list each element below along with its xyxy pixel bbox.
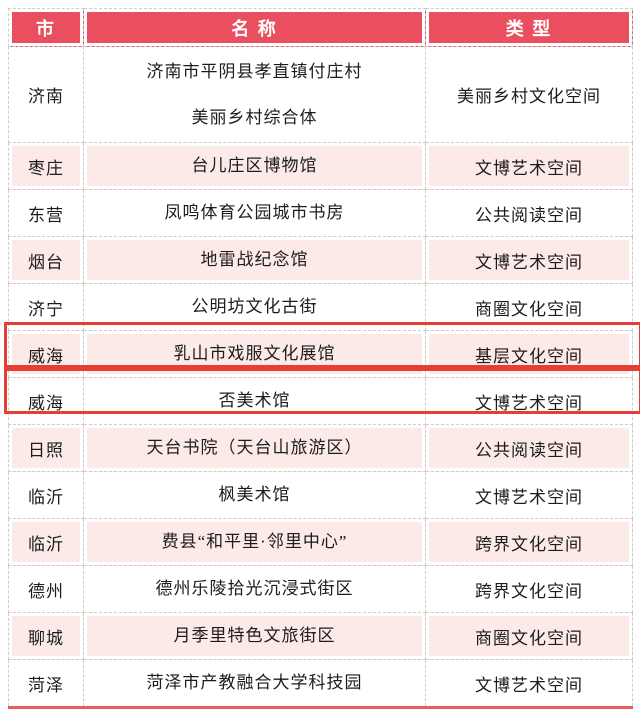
table-row-weihai-2: 威海 否美术馆 文博艺术空间 (8, 377, 633, 425)
table-row-zaozhuang: 枣庄 台儿庄区博物馆 文博艺术空间 (8, 142, 633, 190)
table-row-yantai: 烟台 地雷战纪念馆 文博艺术空间 (8, 236, 633, 284)
table-row-dezhou: 德州 德州乐陵拾光沉浸式街区 跨界文化空间 (8, 565, 633, 613)
table-row-rizhao: 日照 天台书院（天台山旅游区） 公共阅读空间 (8, 424, 633, 472)
header-type: 类 型 (425, 8, 633, 47)
city-cell: 威海 (8, 330, 84, 378)
table-header: 市 名 称 类 型 (8, 8, 633, 47)
city-cell: 日照 (8, 424, 84, 472)
table-row-linyi-1: 临沂 枫美术馆 文博艺术空间 (8, 471, 633, 519)
name-cell: 菏泽市产教融合大学科技园 (83, 659, 426, 709)
type-cell: 商圈文化空间 (425, 612, 633, 660)
type-cell: 文博艺术空间 (425, 471, 633, 519)
table-row-liaocheng: 聊城 月季里特色文旅街区 商圈文化空间 (8, 612, 633, 660)
name-cell: 台儿庄区博物馆 (83, 142, 426, 190)
name-cell: 地雷战纪念馆 (83, 236, 426, 284)
culture-space-table-wrap: 市 名 称 类 型 济南 济南市平阴县孝直镇付庄村 美丽乡村综合体 美丽乡村文化… (4, 8, 640, 709)
city-cell: 济南 (8, 46, 84, 143)
city-cell: 烟台 (8, 236, 84, 284)
city-cell: 济宁 (8, 283, 84, 331)
type-cell: 文博艺术空间 (425, 142, 633, 190)
table-body: 济南 济南市平阴县孝直镇付庄村 美丽乡村综合体 美丽乡村文化空间 枣庄 台儿庄区… (8, 46, 633, 709)
type-cell: 跨界文化空间 (425, 518, 633, 566)
type-cell: 公共阅读空间 (425, 189, 633, 237)
type-cell: 文博艺术空间 (425, 377, 633, 425)
name-cell: 济南市平阴县孝直镇付庄村 美丽乡村综合体 (83, 46, 426, 143)
type-cell: 文博艺术空间 (425, 659, 633, 709)
table-row-linyi-2: 临沂 费县“和平里·邻里中心” 跨界文化空间 (8, 518, 633, 566)
type-cell: 公共阅读空间 (425, 424, 633, 472)
name-cell: 凤鸣体育公园城市书房 (83, 189, 426, 237)
header-name: 名 称 (83, 8, 426, 47)
header-row: 市 名 称 类 型 (8, 8, 633, 47)
name-cell: 枫美术馆 (83, 471, 426, 519)
table-row-jinan: 济南 济南市平阴县孝直镇付庄村 美丽乡村综合体 美丽乡村文化空间 (8, 46, 633, 143)
type-cell: 基层文化空间 (425, 330, 633, 378)
table-row-dongying: 东营 凤鸣体育公园城市书房 公共阅读空间 (8, 189, 633, 237)
type-cell: 跨界文化空间 (425, 565, 633, 613)
table-row-heze: 菏泽 菏泽市产教融合大学科技园 文博艺术空间 (8, 659, 633, 709)
city-cell: 临沂 (8, 471, 84, 519)
culture-space-table: 市 名 称 类 型 济南 济南市平阴县孝直镇付庄村 美丽乡村综合体 美丽乡村文化… (8, 8, 633, 709)
city-cell: 威海 (8, 377, 84, 425)
table-row-weihai-1: 威海 乳山市戏服文化展馆 基层文化空间 (8, 330, 633, 378)
name-cell: 公明坊文化古街 (83, 283, 426, 331)
city-cell: 菏泽 (8, 659, 84, 709)
name-cell: 费县“和平里·邻里中心” (83, 518, 426, 566)
name-cell: 乳山市戏服文化展馆 (83, 330, 426, 378)
name-cell: 天台书院（天台山旅游区） (83, 424, 426, 472)
name-cell: 德州乐陵拾光沉浸式街区 (83, 565, 426, 613)
header-city: 市 (8, 8, 84, 47)
type-cell: 商圈文化空间 (425, 283, 633, 331)
city-cell: 枣庄 (8, 142, 84, 190)
type-cell: 美丽乡村文化空间 (425, 46, 633, 143)
city-cell: 聊城 (8, 612, 84, 660)
city-cell: 临沂 (8, 518, 84, 566)
table-row-jining: 济宁 公明坊文化古街 商圈文化空间 (8, 283, 633, 331)
city-cell: 德州 (8, 565, 84, 613)
name-cell: 否美术馆 (83, 377, 426, 425)
city-cell: 东营 (8, 189, 84, 237)
name-cell: 月季里特色文旅街区 (83, 612, 426, 660)
type-cell: 文博艺术空间 (425, 236, 633, 284)
